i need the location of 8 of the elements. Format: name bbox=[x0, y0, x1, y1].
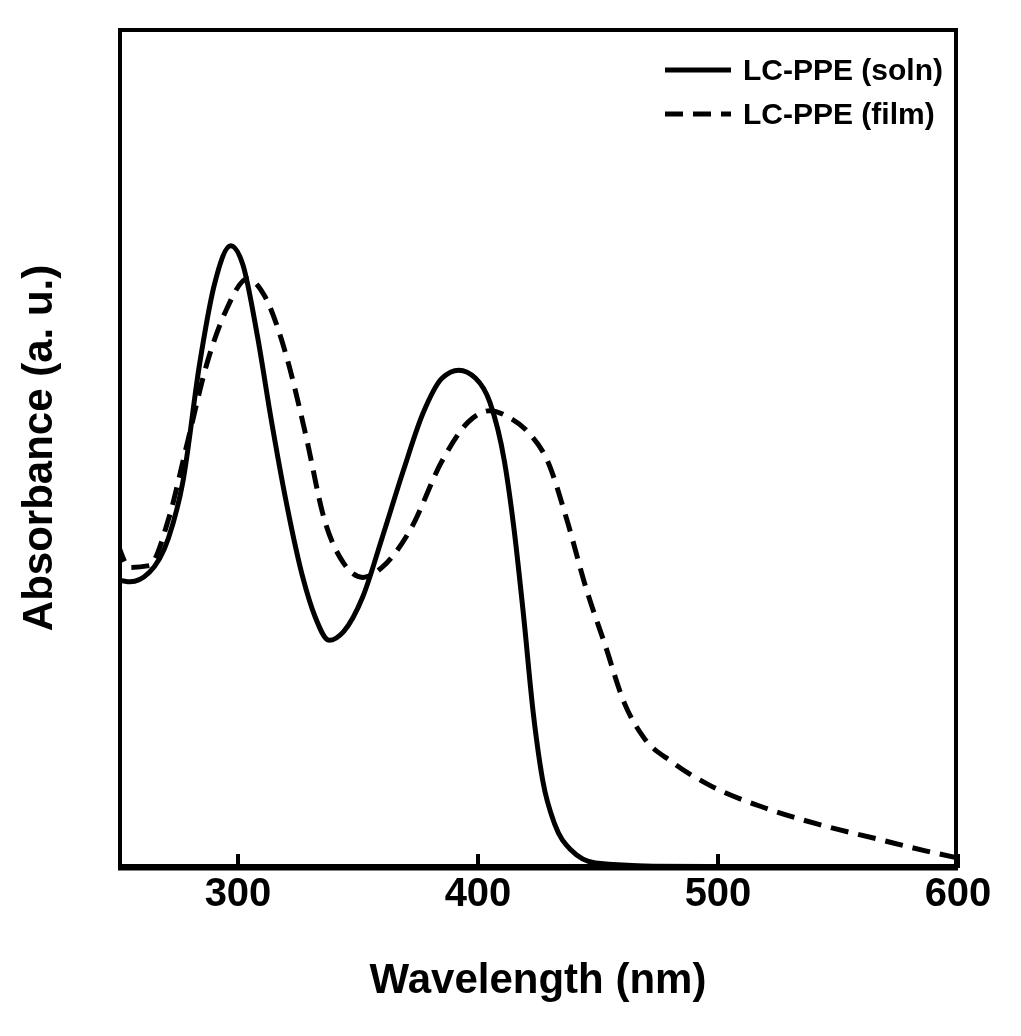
y-axis-title: Absorbance (a. u.) bbox=[14, 264, 62, 632]
x-axis-title: Wavelength (nm) bbox=[369, 955, 707, 1002]
x-tick-label: 400 bbox=[444, 870, 512, 915]
x-tick-label: 600 bbox=[924, 870, 992, 915]
legend-label: LC-PPE (soln) bbox=[743, 53, 943, 87]
x-tick-label: 500 bbox=[684, 870, 752, 915]
legend-label: LC-PPE (film) bbox=[743, 97, 935, 131]
x-tick-label: 300 bbox=[204, 870, 272, 915]
